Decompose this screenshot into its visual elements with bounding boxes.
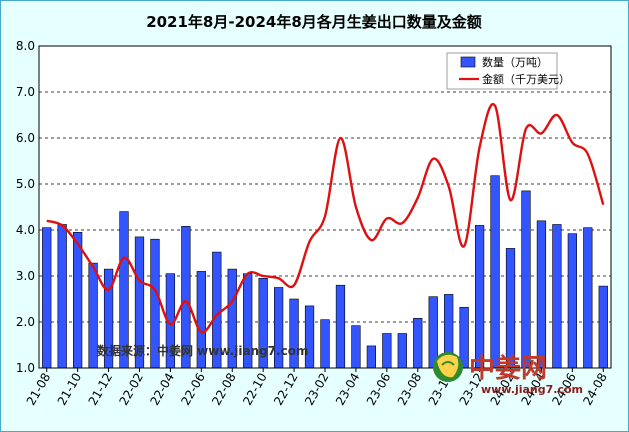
quantity-bar bbox=[320, 319, 330, 369]
x-tick-label: 22-10 bbox=[240, 371, 270, 408]
legend: 数量（万吨） 金额（千万美元） bbox=[446, 52, 570, 90]
plot-area bbox=[39, 46, 611, 368]
quantity-bar bbox=[583, 227, 593, 369]
x-tick-label: 22-12 bbox=[271, 371, 301, 408]
logo-url: www.jiang7.com bbox=[481, 383, 583, 396]
grid-layer bbox=[39, 46, 611, 368]
bar-layer bbox=[42, 175, 608, 369]
x-tick-label: 23-08 bbox=[395, 371, 425, 408]
source-watermark: 数据来源：中姜网 www.jiang7.com bbox=[97, 343, 308, 358]
quantity-bar bbox=[552, 224, 562, 369]
y-tick-label: 1.0 bbox=[16, 361, 35, 375]
quantity-bar bbox=[474, 225, 485, 369]
y-tick-label: 5.0 bbox=[16, 177, 35, 191]
x-tick-label: 23-02 bbox=[302, 371, 332, 408]
x-tick-label: 21-10 bbox=[55, 371, 85, 408]
quantity-bar bbox=[598, 285, 608, 369]
x-tick-label: 22-06 bbox=[178, 371, 208, 408]
x-tick-label: 22-02 bbox=[117, 371, 147, 408]
quantity-bar bbox=[536, 220, 547, 369]
quantity-bar bbox=[57, 224, 67, 369]
x-tick-label: 23-06 bbox=[364, 371, 394, 408]
ginger-logo-icon bbox=[433, 352, 463, 382]
y-tick-label: 6.0 bbox=[16, 131, 35, 145]
y-tick-label: 7.0 bbox=[16, 85, 35, 99]
quantity-bar bbox=[490, 175, 500, 369]
quantity-bar bbox=[73, 232, 83, 369]
y-tick-label: 4.0 bbox=[16, 223, 35, 237]
x-tick-label: 22-04 bbox=[147, 371, 177, 408]
site-logo: 中姜网 www.jiang7.com bbox=[433, 352, 583, 396]
chart-title: 2021年8月-2024年8月各月生姜出口数量及金额 bbox=[146, 13, 482, 31]
quantity-bar bbox=[521, 190, 531, 369]
legend-bar-label: 数量（万吨） bbox=[482, 56, 548, 69]
quantity-bar bbox=[42, 227, 52, 369]
quantity-bar bbox=[366, 345, 377, 369]
x-tick-label: 24-08 bbox=[580, 371, 610, 408]
quantity-bar bbox=[351, 325, 361, 369]
quantity-bar bbox=[335, 284, 346, 369]
y-tick-label: 2.0 bbox=[16, 315, 35, 329]
quantity-bar bbox=[567, 233, 577, 369]
x-tick-label: 21-08 bbox=[24, 371, 54, 408]
quantity-bar bbox=[505, 248, 516, 369]
x-tick-label: 22-08 bbox=[209, 371, 239, 408]
quantity-bar bbox=[413, 318, 423, 369]
quantity-bar bbox=[397, 333, 407, 369]
quantity-bar bbox=[382, 333, 392, 369]
legend-bar-swatch bbox=[460, 56, 476, 68]
quantity-bar bbox=[428, 296, 438, 369]
logo-title: 中姜网 bbox=[469, 353, 547, 384]
value-line bbox=[46, 102, 605, 334]
quantity-bar bbox=[304, 305, 315, 369]
line-layer bbox=[46, 102, 605, 334]
y-tick-label: 8.0 bbox=[16, 39, 35, 53]
legend-line-label: 金额（千万美元） bbox=[482, 72, 570, 86]
quantity-bar bbox=[459, 306, 469, 369]
x-tick-label: 21-12 bbox=[86, 371, 116, 408]
x-tick-label: 23-04 bbox=[333, 371, 363, 408]
y-tick-label: 3.0 bbox=[16, 269, 35, 283]
